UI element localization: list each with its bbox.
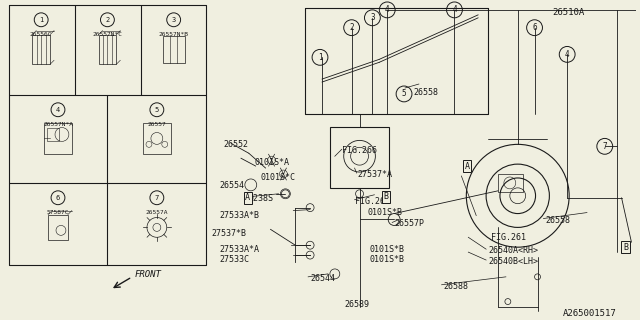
Text: 3: 3 — [172, 17, 176, 23]
Bar — [143, 123, 171, 154]
Bar — [330, 126, 389, 188]
Bar — [498, 174, 523, 192]
Text: 4: 4 — [452, 5, 457, 14]
Text: A265001517: A265001517 — [563, 309, 617, 318]
Text: FIG.266: FIG.266 — [355, 197, 390, 206]
Text: 26554: 26554 — [219, 181, 244, 190]
Bar — [48, 214, 68, 240]
Text: 26540B<LH>: 26540B<LH> — [488, 257, 538, 266]
Text: 0238S: 0238S — [249, 194, 274, 203]
Text: 27533A*A: 27533A*A — [219, 245, 259, 254]
Text: 0101S*A: 0101S*A — [255, 158, 290, 167]
Text: 26589: 26589 — [345, 300, 370, 308]
Text: 26557N*B: 26557N*B — [159, 32, 189, 36]
Text: 0101S*C: 0101S*C — [260, 173, 296, 182]
Text: B: B — [623, 243, 628, 252]
Text: 26510A: 26510A — [552, 8, 584, 17]
Text: 27533A*B: 27533A*B — [219, 211, 259, 220]
Text: 6: 6 — [532, 23, 537, 32]
Text: 0101S*B: 0101S*B — [367, 208, 403, 217]
Bar — [163, 36, 184, 63]
Text: 27537*A: 27537*A — [358, 170, 392, 179]
Text: 2: 2 — [349, 23, 354, 32]
Text: 4: 4 — [385, 5, 390, 14]
Text: 4: 4 — [565, 50, 570, 59]
Text: 57587C: 57587C — [47, 210, 69, 215]
Text: 1: 1 — [39, 17, 44, 23]
Text: 26557: 26557 — [147, 122, 166, 127]
Text: 27533C: 27533C — [219, 255, 249, 264]
Text: FIG.266: FIG.266 — [342, 146, 377, 155]
Text: 26556C: 26556C — [30, 32, 52, 36]
Text: 26558: 26558 — [545, 216, 570, 225]
Text: 0101S*B: 0101S*B — [369, 255, 404, 264]
Text: 26540A<RH>: 26540A<RH> — [488, 246, 538, 255]
Text: 3: 3 — [370, 13, 374, 22]
Text: 7: 7 — [602, 142, 607, 151]
Text: 26557P: 26557P — [394, 220, 424, 228]
Text: A: A — [245, 193, 250, 202]
Text: FIG.261: FIG.261 — [491, 233, 526, 242]
Text: 26557N*C: 26557N*C — [92, 32, 122, 36]
Text: 26557A: 26557A — [146, 210, 168, 215]
Bar — [44, 123, 72, 154]
Text: 26558: 26558 — [413, 88, 438, 97]
Text: 5: 5 — [155, 107, 159, 113]
Text: 1: 1 — [317, 53, 323, 62]
Text: A: A — [465, 162, 470, 171]
Text: 26557N*A: 26557N*A — [43, 122, 73, 127]
Text: FRONT: FRONT — [134, 270, 161, 279]
Text: 27537*B: 27537*B — [211, 229, 246, 238]
Bar — [99, 35, 116, 64]
Text: B: B — [384, 192, 388, 201]
Text: 0101S*B: 0101S*B — [369, 245, 404, 254]
Text: 26544: 26544 — [310, 274, 335, 283]
Text: 26588: 26588 — [444, 282, 468, 291]
Text: 4: 4 — [56, 107, 60, 113]
Bar — [32, 35, 50, 64]
Text: 2: 2 — [106, 17, 109, 23]
Text: 6: 6 — [56, 195, 60, 201]
Text: 26552: 26552 — [223, 140, 248, 149]
Text: 7: 7 — [155, 195, 159, 201]
Text: 5: 5 — [402, 89, 406, 99]
Bar — [47, 128, 59, 141]
